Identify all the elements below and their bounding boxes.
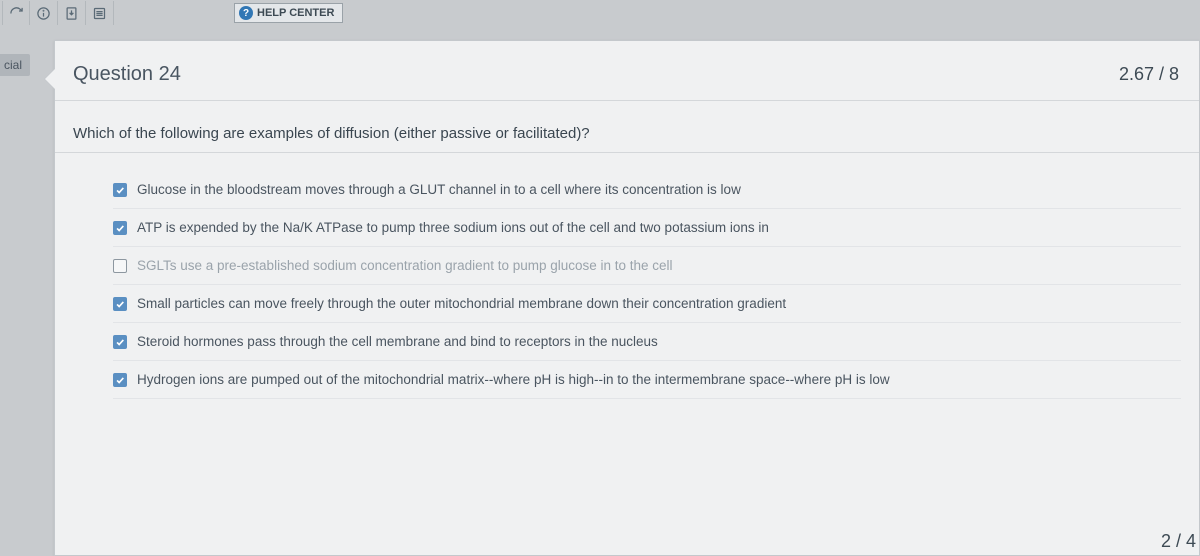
help-center-button[interactable]: ? HELP CENTER	[234, 3, 343, 23]
checkbox-icon[interactable]	[113, 335, 127, 349]
list-icon[interactable]	[86, 1, 114, 25]
question-prompt: Which of the following are examples of d…	[55, 101, 1199, 148]
question-score: 2.67 / 8	[1119, 64, 1181, 85]
option-text: Steroid hormones pass through the cell m…	[137, 334, 658, 349]
option-text: Hydrogen ions are pumped out of the mito…	[137, 372, 890, 387]
toolbar: ? HELP CENTER	[0, 0, 1200, 26]
help-icon: ?	[239, 6, 253, 20]
arrow-notch	[45, 69, 55, 89]
option-row[interactable]: Small particles can move freely through …	[113, 285, 1181, 323]
checkbox-icon[interactable]	[113, 373, 127, 387]
checkbox-icon[interactable]	[113, 183, 127, 197]
sheet-header: Question 24 2.67 / 8	[55, 41, 1199, 96]
option-row[interactable]: SGLTs use a pre-established sodium conce…	[113, 247, 1181, 285]
option-row[interactable]: ATP is expended by the Na/K ATPase to pu…	[113, 209, 1181, 247]
option-text: Small particles can move freely through …	[137, 296, 786, 311]
help-center-label: HELP CENTER	[257, 7, 334, 19]
checkbox-icon[interactable]	[113, 297, 127, 311]
sidebar-tag[interactable]: cial	[0, 54, 30, 76]
option-row[interactable]: Glucose in the bloodstream moves through…	[113, 171, 1181, 209]
option-text: SGLTs use a pre-established sodium conce…	[137, 258, 673, 273]
option-row[interactable]: Steroid hormones pass through the cell m…	[113, 323, 1181, 361]
options-list: Glucose in the bloodstream moves through…	[55, 153, 1199, 407]
question-sheet: Question 24 2.67 / 8 Which of the follow…	[54, 40, 1200, 556]
info-icon[interactable]	[30, 1, 58, 25]
option-row[interactable]: Hydrogen ions are pumped out of the mito…	[113, 361, 1181, 399]
option-text: Glucose in the bloodstream moves through…	[137, 182, 741, 197]
checkbox-icon[interactable]	[113, 259, 127, 273]
question-title: Question 24	[73, 63, 181, 86]
next-score: 2 / 4	[1161, 531, 1196, 552]
download-icon[interactable]	[58, 1, 86, 25]
option-text: ATP is expended by the Na/K ATPase to pu…	[137, 220, 769, 235]
refresh-icon[interactable]	[2, 1, 30, 25]
checkbox-icon[interactable]	[113, 221, 127, 235]
